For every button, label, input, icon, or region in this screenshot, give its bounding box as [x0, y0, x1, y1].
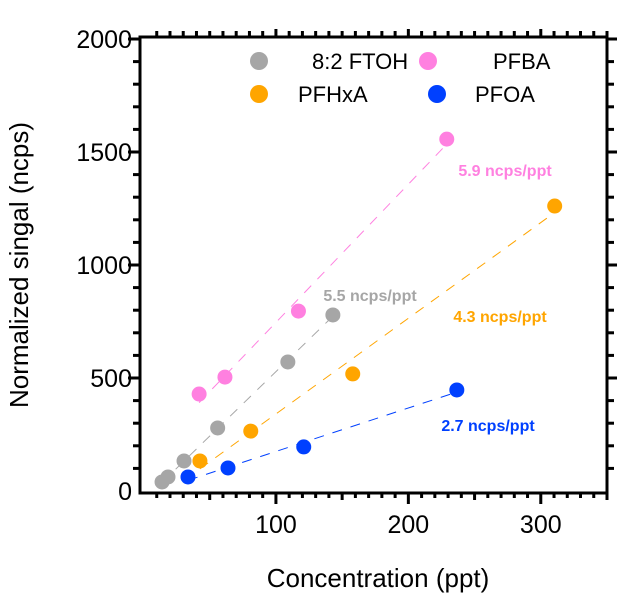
fit-line [199, 212, 555, 470]
data-point [217, 369, 233, 385]
legend-label: 8:2 FTOH [312, 49, 408, 74]
data-point [176, 453, 192, 469]
data-point [220, 460, 236, 476]
x-tick-label: 300 [520, 511, 562, 539]
data-point [191, 386, 207, 402]
slope-label: 4.3 ncps/ppt [453, 309, 547, 326]
data-point [243, 423, 259, 439]
legend-label: PFBA [493, 49, 551, 74]
fit-line [161, 315, 334, 483]
data-point [192, 453, 208, 469]
fit-line [198, 143, 448, 403]
slope-label: 2.7 ncps/ppt [441, 418, 535, 435]
x-axis-title: Concentration (ppt) [267, 563, 490, 593]
data-point [280, 354, 296, 370]
y-axis-title: Normalized singal (ncps) [4, 122, 34, 408]
data-point [547, 198, 563, 214]
y-tick-label: 1000 [76, 252, 132, 280]
data-point [290, 303, 306, 319]
y-tick-label: 500 [90, 365, 132, 393]
y-tick-label: 2000 [76, 26, 132, 54]
y-tick-label: 1500 [76, 139, 132, 167]
data-points [154, 131, 563, 490]
data-point [180, 469, 196, 485]
slope-labels: 5.5 ncps/ppt 5.9 ncps/ppt 4.3 ncps/ppt 2.7 … [323, 163, 552, 435]
data-point [325, 307, 341, 323]
data-point [210, 420, 226, 436]
data-point [439, 131, 455, 147]
legend-marker [250, 52, 268, 70]
plot-frame [138, 35, 609, 495]
legend-label: PFHxA [298, 82, 368, 107]
legend-marker [250, 85, 268, 103]
slope-label: 5.5 ncps/ppt [323, 288, 417, 305]
data-point [296, 439, 312, 455]
legend-label: PFOA [475, 82, 535, 107]
slope-label: 5.9 ncps/ppt [458, 163, 552, 180]
x-tick-label: 200 [387, 511, 429, 539]
x-tick-label: 100 [255, 511, 297, 539]
data-point [160, 469, 176, 485]
legend-marker [428, 85, 446, 103]
data-point [345, 366, 361, 382]
legend: 8:2 FTOH PFBA PFHxA PFOA [250, 49, 551, 107]
axes: 100 200 300 0 500 1000 1500 2000 [76, 26, 617, 539]
legend-marker [419, 52, 437, 70]
data-point [449, 382, 465, 398]
y-tick-label: 0 [118, 478, 132, 506]
